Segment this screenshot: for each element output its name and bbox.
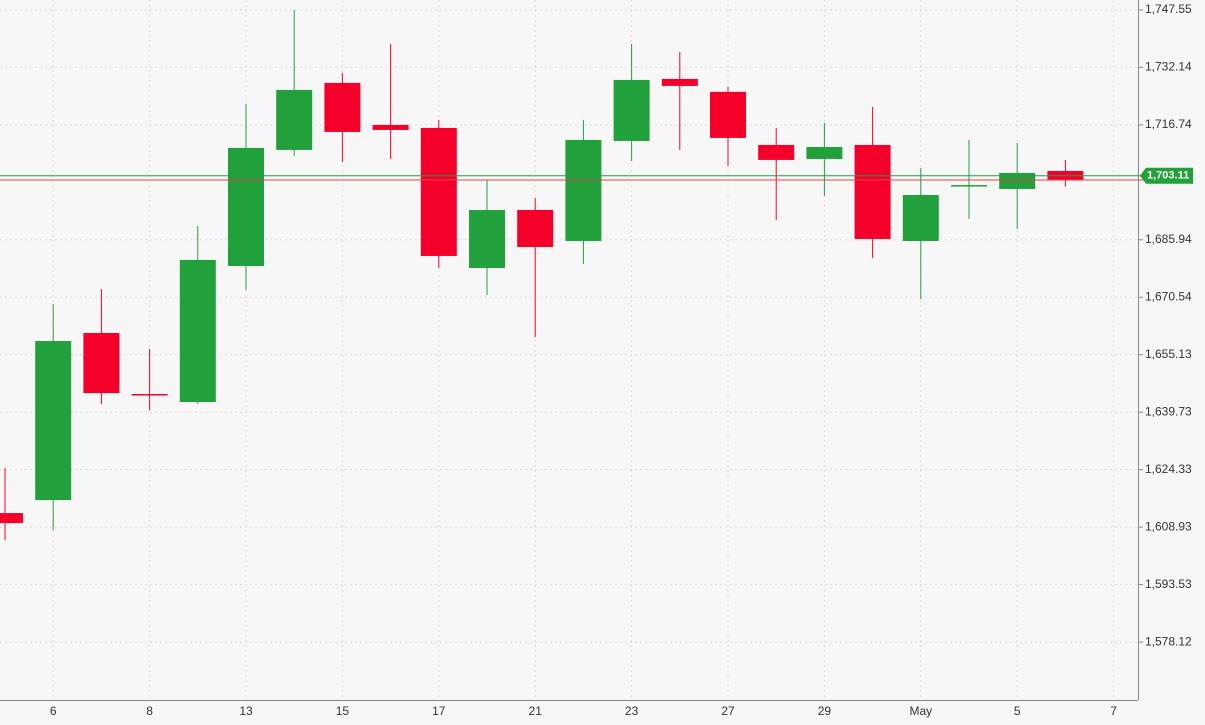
x-tick-label: 21 [529, 704, 543, 718]
y-tick-label: 1,670.54 [1145, 289, 1192, 303]
candle-body [710, 91, 746, 138]
candle-body [131, 394, 168, 396]
x-tick-label: May [909, 704, 932, 718]
y-tick-label: 1,716.74 [1145, 117, 1192, 131]
candle-body [565, 139, 602, 241]
x-tick-label: 5 [1014, 704, 1021, 718]
x-tick-label: 15 [336, 704, 350, 718]
x-tick-label: 7 [1110, 704, 1117, 718]
y-tick-label: 1,608.93 [1145, 519, 1192, 533]
y-tick-label: 1,593.53 [1145, 577, 1192, 591]
candle-body [517, 209, 554, 247]
candle-body [35, 341, 72, 501]
candle-body [0, 513, 23, 524]
candle-body [276, 89, 313, 150]
y-tick-label: 1,747.55 [1145, 2, 1192, 16]
candle-body [902, 194, 939, 241]
candle-body [613, 79, 650, 141]
y-tick-label: 1,624.33 [1145, 462, 1192, 476]
y-tick-label: 1,685.94 [1145, 232, 1192, 246]
candle-body [854, 144, 891, 239]
candle-body [179, 259, 216, 403]
price-label-box [1140, 167, 1193, 184]
x-tick-label: 17 [432, 704, 446, 718]
y-tick-label: 1,639.73 [1145, 404, 1192, 418]
x-tick-label: 8 [146, 704, 153, 718]
x-tick-label: 23 [625, 704, 639, 718]
candle-body [469, 209, 505, 268]
price-label: 1,703.11 [1147, 170, 1189, 182]
candle-body [228, 147, 264, 266]
x-tick-label: 6 [50, 704, 57, 718]
candle-body [999, 172, 1036, 189]
candle-body [420, 127, 457, 256]
candle-body [806, 146, 843, 159]
candle-body [758, 144, 795, 160]
x-tick-label: 27 [721, 704, 735, 718]
candle-body [661, 78, 698, 86]
y-tick-label: 1,732.14 [1145, 60, 1192, 74]
x-tick-label: 13 [239, 704, 253, 718]
y-tick-label: 1,578.12 [1145, 634, 1192, 648]
candle-body [324, 82, 361, 132]
candle-body [83, 332, 120, 394]
y-tick-label: 1,655.13 [1145, 347, 1192, 361]
x-tick-label: 29 [818, 704, 832, 718]
candle-body [372, 124, 409, 130]
candle-body [951, 185, 987, 187]
